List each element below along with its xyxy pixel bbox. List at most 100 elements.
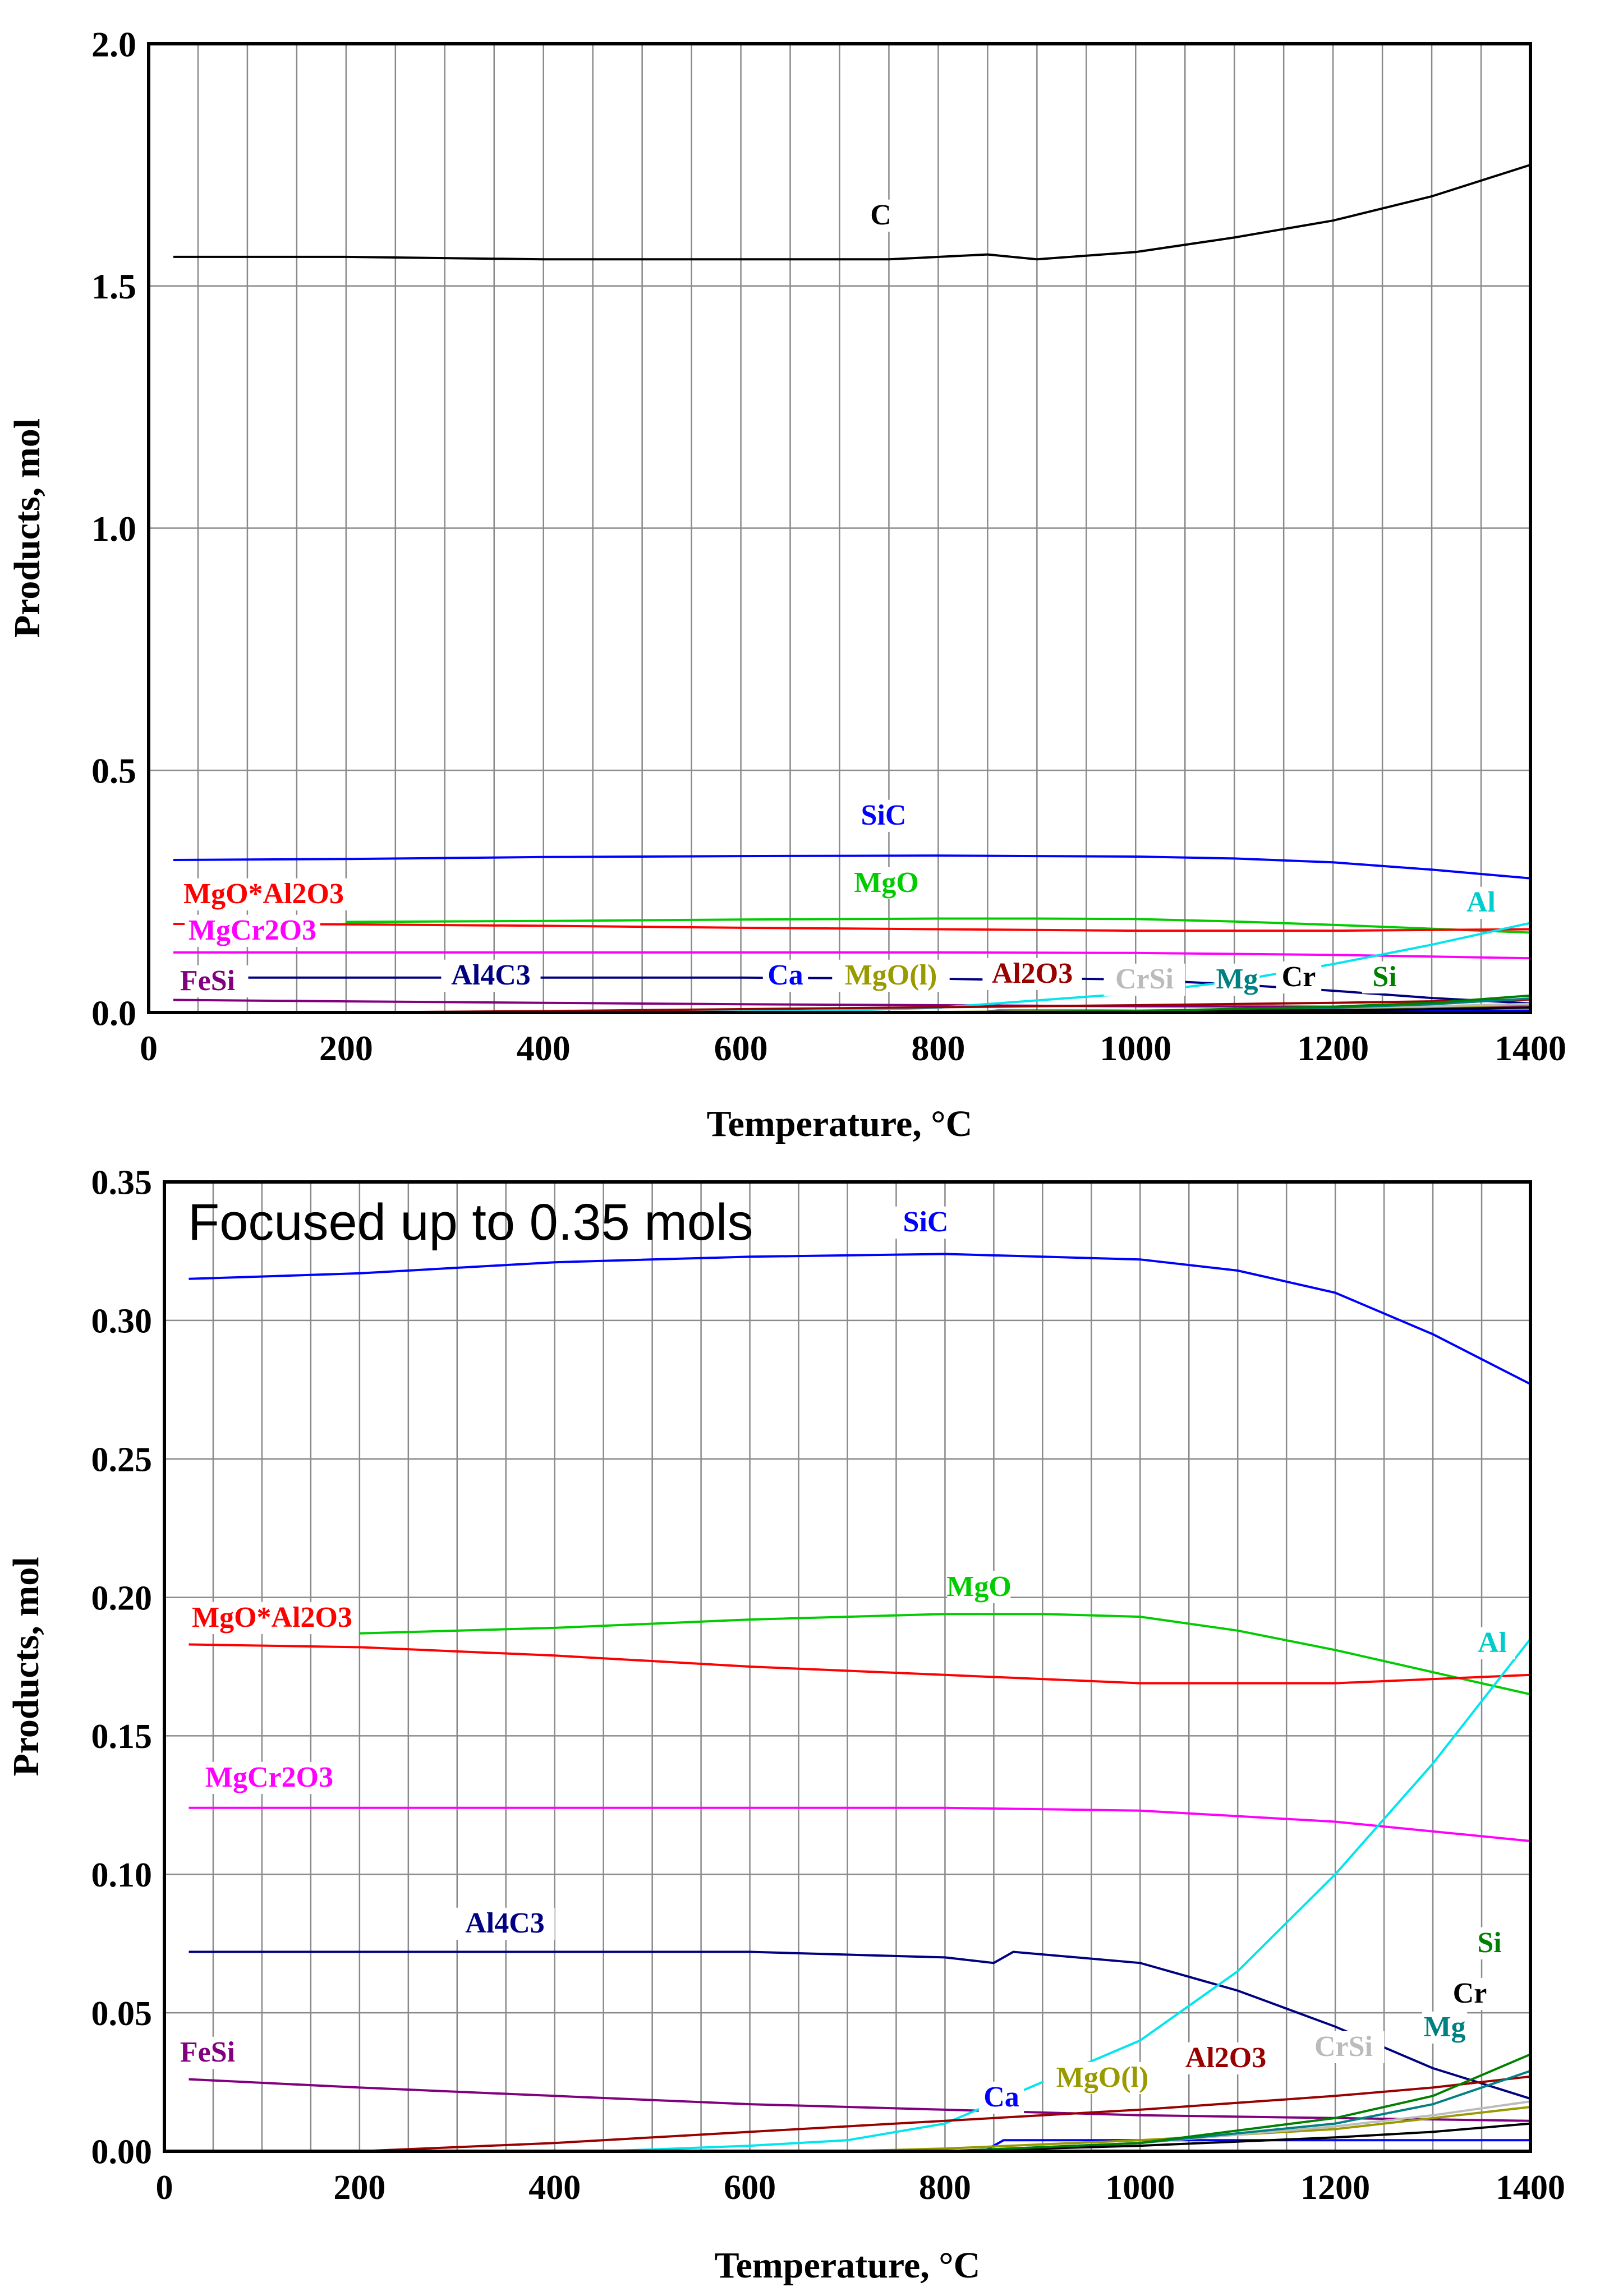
series-label-ca: Ca bbox=[983, 2081, 1019, 2113]
y-tick-label: 0.20 bbox=[91, 1579, 153, 1617]
x-tick-label: 1200 bbox=[1297, 1028, 1369, 1068]
y-tick-label: 0.5 bbox=[91, 751, 136, 791]
series-label-bg bbox=[978, 2081, 1024, 2114]
series-label-bg bbox=[1469, 1627, 1515, 1659]
series-label-mgo: MgO bbox=[854, 867, 919, 899]
series-label-si: Si bbox=[1372, 961, 1396, 993]
series-line-al bbox=[603, 1638, 1530, 2151]
series-label-bg bbox=[832, 959, 950, 992]
series-label-bg bbox=[982, 958, 1082, 990]
chart-top: 0.0 0.5 1.0 1.5 2.0 0 200 400 600 800 1000 1200 1400… bbox=[7, 24, 1566, 1144]
series-label-bg bbox=[1447, 1977, 1493, 2010]
y-axis-label: Products, mol bbox=[7, 418, 48, 638]
x-tick-label: 0 bbox=[156, 2169, 173, 2207]
series-line-al2o3 bbox=[346, 998, 1530, 1013]
series-label-bg bbox=[1043, 2062, 1161, 2094]
series-label-bg bbox=[854, 867, 918, 899]
y-tick-label: 1.5 bbox=[91, 266, 136, 306]
series-label-bg bbox=[186, 1602, 358, 1634]
series-line-sic bbox=[173, 854, 1530, 880]
series-label-bg bbox=[947, 1571, 1011, 1603]
series-label-fesi: FeSi bbox=[180, 965, 235, 997]
series-label-al4c3: Al4C3 bbox=[465, 1907, 545, 1939]
series-label-fesi: FeSi bbox=[180, 2036, 235, 2068]
series-label-mgo-al2o3: MgO*Al2O3 bbox=[183, 878, 344, 910]
series-line-ca bbox=[188, 2139, 1530, 2151]
x-tick-label: 800 bbox=[919, 2169, 971, 2207]
x-tick-label: 0 bbox=[140, 1028, 158, 1068]
series-label-mgcr2o3: MgCr2O3 bbox=[205, 1761, 333, 1793]
series-label-mgo-l-: MgO(l) bbox=[845, 959, 937, 991]
series-label-bg bbox=[762, 959, 808, 992]
series-label-al4c3: Al4C3 bbox=[451, 959, 531, 991]
series-label-crsi: CrSi bbox=[1115, 963, 1174, 995]
y-axis-label: Products, mol bbox=[6, 1557, 47, 1776]
x-tick-label: 1400 bbox=[1495, 1028, 1566, 1068]
series-label-si: Si bbox=[1477, 1927, 1501, 1959]
series-label-mg: Mg bbox=[1216, 963, 1258, 995]
series-label-al: Al bbox=[1478, 1627, 1507, 1659]
series-label-bg bbox=[1104, 963, 1185, 996]
series-label-bg bbox=[1176, 2042, 1276, 2074]
series-label-al2o3: Al2O3 bbox=[1185, 2042, 1266, 2074]
series-label-al: Al bbox=[1466, 886, 1496, 918]
series-label-bg bbox=[201, 1761, 337, 1794]
x-tick-label: 1200 bbox=[1300, 2169, 1370, 2207]
series-line-sic bbox=[188, 1253, 1530, 1386]
y-tick-label: 0.0 bbox=[91, 993, 136, 1033]
series-line-mgo bbox=[359, 1613, 1530, 1696]
series-group bbox=[188, 1253, 1530, 2151]
x-tick-label: 600 bbox=[714, 1028, 768, 1068]
series-label-cr: Cr bbox=[1453, 1977, 1487, 2009]
x-tick-label: 800 bbox=[911, 1028, 965, 1068]
y-tick-label: 0.00 bbox=[91, 2133, 153, 2171]
series-line-mgo bbox=[346, 917, 1530, 934]
x-tick-label: 200 bbox=[319, 1028, 373, 1068]
series-label-bg bbox=[455, 1907, 555, 1940]
series-label-mg: Mg bbox=[1423, 2011, 1465, 2043]
series-label-mgo-al2o3: MgO*Al2O3 bbox=[192, 1602, 352, 1634]
y-tick-label: 0.10 bbox=[91, 1856, 153, 1894]
y-tick-label: 0.05 bbox=[91, 1995, 153, 2033]
series-label-mgo: MgO bbox=[946, 1571, 1012, 1603]
x-tick-label: 200 bbox=[333, 2169, 385, 2207]
series-label-bg bbox=[1466, 1927, 1512, 1959]
series-label-sic: SiC bbox=[903, 1206, 949, 1238]
series-label-bg bbox=[167, 965, 249, 997]
series-label-bg bbox=[1276, 961, 1322, 993]
chart-bottom: 0.00 0.05 0.10 0.15 0.20 0.25 0.30 0.35 0 200 400 6… bbox=[6, 1164, 1565, 2286]
series-label-bg bbox=[894, 1206, 958, 1239]
series-label-al2o3: Al2O3 bbox=[992, 958, 1073, 990]
series-line-fesi bbox=[188, 2078, 1530, 2122]
series-label-bg bbox=[1303, 2031, 1385, 2063]
series-label-crsi: CrSi bbox=[1314, 2031, 1373, 2063]
y-tick-label: 0.25 bbox=[91, 1441, 153, 1479]
y-tick-label: 1.0 bbox=[91, 509, 136, 549]
annotation-text: Focused up to 0.35 mols bbox=[188, 1194, 753, 1251]
x-tick-label: 400 bbox=[517, 1028, 571, 1068]
series-line-mgcr2o3 bbox=[188, 1806, 1530, 1842]
series-line-mgcr2o3 bbox=[173, 951, 1530, 960]
series-label-ca: Ca bbox=[767, 959, 803, 991]
y-tick-label: 0.15 bbox=[91, 1718, 153, 1756]
series-label-bg bbox=[1458, 886, 1504, 919]
x-tick-label: 1000 bbox=[1105, 2169, 1175, 2207]
series-label-c: C bbox=[870, 199, 891, 231]
series-line-si bbox=[945, 2053, 1530, 2151]
x-tick-label: 1000 bbox=[1100, 1028, 1171, 1068]
series-label-bg bbox=[441, 959, 541, 992]
plot-frame bbox=[163, 1180, 1532, 2153]
series-line-mgo-al2o3 bbox=[173, 923, 1530, 932]
plot-frame bbox=[147, 42, 1532, 1014]
x-axis-label: Temperature, °C bbox=[707, 1103, 973, 1144]
series-label-mgcr2o3: MgCr2O3 bbox=[188, 914, 316, 946]
series-label-cr: Cr bbox=[1282, 961, 1316, 993]
series-label-bg bbox=[177, 878, 350, 910]
series-line-al2o3 bbox=[359, 2075, 1530, 2151]
series-line-mgo-al2o3 bbox=[188, 1643, 1530, 1685]
x-tick-label: 1400 bbox=[1496, 2169, 1565, 2207]
y-tick-label: 2.0 bbox=[91, 24, 136, 64]
series-label-bg bbox=[867, 199, 895, 232]
y-tick-label: 0.30 bbox=[91, 1303, 153, 1341]
